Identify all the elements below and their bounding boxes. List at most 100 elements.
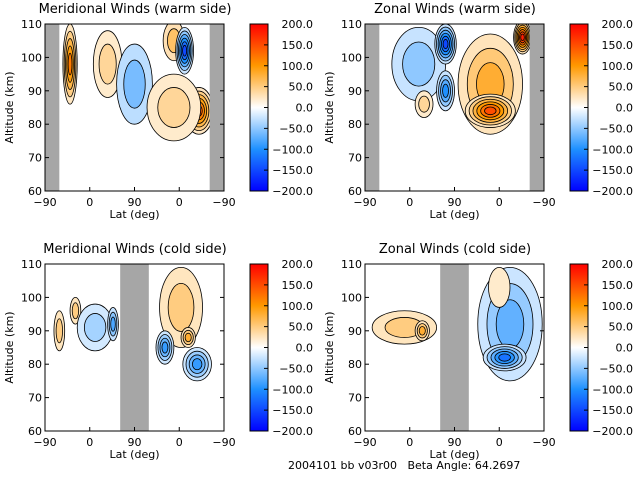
y-tick-label: 70 <box>28 152 42 165</box>
y-tick-label: 70 <box>348 392 362 405</box>
y-tick-label: 90 <box>348 85 362 98</box>
x-tick-label: 0 <box>406 196 413 209</box>
colorbar-label: 50.0 <box>609 81 634 94</box>
colorbar-label: −200.0 <box>592 185 633 198</box>
wind-feature <box>62 24 78 105</box>
y-tick-label: 110 <box>341 18 362 31</box>
y-tick-label: 110 <box>21 258 42 271</box>
x-axis-label: Lat (deg) <box>430 208 480 221</box>
y-axis-label: Altitude (km) <box>323 311 336 383</box>
colorbar-label: −100.0 <box>592 383 633 396</box>
colorbar-label: −50.0 <box>599 362 633 375</box>
wind-feature <box>180 327 196 348</box>
x-tick-label: −90 <box>532 436 555 449</box>
x-tick-label: −90 <box>33 196 56 209</box>
data-gap <box>440 264 469 431</box>
colorbar-label: 100.0 <box>282 60 314 73</box>
wind-feature <box>391 26 446 102</box>
y-tick-label: 80 <box>28 358 42 371</box>
colorbar-label: −100.0 <box>592 143 633 156</box>
data-gap <box>209 24 224 191</box>
colorbar-label: 0.0 <box>296 102 314 115</box>
wind-feature <box>107 307 119 342</box>
colorbar-label: 150.0 <box>602 39 634 52</box>
chart-title: Meridional Winds (cold side) <box>43 242 227 257</box>
plot-area <box>365 24 544 191</box>
y-tick-label: 90 <box>28 325 42 338</box>
colorbar-label: 150.0 <box>602 279 634 292</box>
plot-area <box>45 24 224 191</box>
x-tick-label: 90 <box>128 196 142 209</box>
y-axis-label: Altitude (km) <box>3 71 16 143</box>
heatmap-chart: 60 70 80 90 100 110 −90 0 90 0 −90 Lat (deg) Altitud… <box>323 258 634 461</box>
colorbar-label: −200.0 <box>592 425 633 438</box>
x-tick-label: 90 <box>448 196 462 209</box>
colorbar-label: −150.0 <box>592 404 633 417</box>
y-tick-label: 110 <box>341 258 362 271</box>
wind-feature <box>182 347 212 382</box>
heatmap-chart: 60 70 80 90 100 110 −90 0 90 0 −90 Lat (deg) Altitud… <box>3 18 314 221</box>
wind-feature <box>414 90 434 118</box>
heatmap-chart: 60 70 80 90 100 110 −90 0 90 0 −90 Lat (deg) Altitud… <box>3 258 314 461</box>
footer-info: 2004101 bb v03r00 Beta Angle: 64.2697 <box>288 459 521 472</box>
chart-title: Zonal Winds (warm side) <box>374 2 536 17</box>
wind-feature <box>159 266 203 348</box>
colorbar-label: −50.0 <box>599 122 633 135</box>
y-tick-label: 60 <box>348 425 362 438</box>
colorbar-label: 0.0 <box>616 342 634 355</box>
x-tick-label: 90 <box>128 436 142 449</box>
colorbar-label: 200.0 <box>602 258 634 271</box>
colorbar-label: −150.0 <box>272 404 313 417</box>
wind-feature <box>482 343 527 372</box>
x-tick-label: −90 <box>212 436 235 449</box>
colorbar-label: 0.0 <box>616 102 634 115</box>
panel-zonal-cold: Zonal Winds (cold side) 60 70 80 90 100 110 −9… <box>320 240 640 480</box>
colorbar-label: 200.0 <box>602 18 634 31</box>
heatmap-chart: 60 70 80 90 100 110 −90 0 90 0 −90 Lat (deg) Altitud… <box>323 18 634 221</box>
colorbar-label: 50.0 <box>289 81 314 94</box>
colorbar-label: −100.0 <box>272 383 313 396</box>
data-gap <box>365 24 380 191</box>
data-gap <box>45 24 60 191</box>
x-tick-label: 0 <box>406 436 413 449</box>
x-tick-label: −90 <box>353 436 376 449</box>
panel-zonal-warm: Zonal Winds (warm side) 60 70 80 90 100 110 −9… <box>320 0 640 240</box>
data-gap <box>120 264 149 431</box>
colorbar-label: 50.0 <box>289 321 314 334</box>
x-tick-label: −90 <box>353 196 376 209</box>
colorbar-label: −200.0 <box>272 185 313 198</box>
colorbar-label: −50.0 <box>279 362 313 375</box>
colorbar-label: 0.0 <box>296 342 314 355</box>
y-tick-label: 60 <box>348 185 362 198</box>
colorbar-label: 50.0 <box>609 321 634 334</box>
y-tick-label: 90 <box>28 85 42 98</box>
wind-feature <box>53 310 66 352</box>
wind-feature <box>116 43 153 125</box>
wind-feature <box>92 30 123 98</box>
colorbar-label: 100.0 <box>282 300 314 313</box>
colorbar-label: 100.0 <box>602 60 634 73</box>
colorbar-label: −150.0 <box>272 164 313 177</box>
x-axis-label: Lat (deg) <box>110 208 160 221</box>
y-tick-label: 80 <box>28 118 42 131</box>
y-tick-label: 80 <box>348 118 362 131</box>
y-tick-label: 60 <box>28 185 42 198</box>
colorbar-label: 200.0 <box>282 18 314 31</box>
y-axis-label: Altitude (km) <box>3 311 16 383</box>
wind-feature <box>155 330 175 365</box>
colorbar-label: 100.0 <box>602 300 634 313</box>
wind-feature <box>464 93 516 128</box>
wind-feature <box>436 70 455 112</box>
y-tick-label: 60 <box>28 425 42 438</box>
y-tick-label: 110 <box>21 18 42 31</box>
colorbar-label: 200.0 <box>282 258 314 271</box>
panel-meridional-cold: Meridional Winds (cold side) 60 70 80 90 100… <box>0 240 320 480</box>
wind-feature <box>434 24 457 65</box>
colorbar-label: 150.0 <box>282 39 314 52</box>
wind-feature <box>69 297 82 325</box>
wind-feature <box>488 266 511 308</box>
x-tick-label: 90 <box>448 436 462 449</box>
y-tick-label: 100 <box>21 51 42 64</box>
colorbar-label: −50.0 <box>279 122 313 135</box>
y-tick-label: 100 <box>341 291 362 304</box>
